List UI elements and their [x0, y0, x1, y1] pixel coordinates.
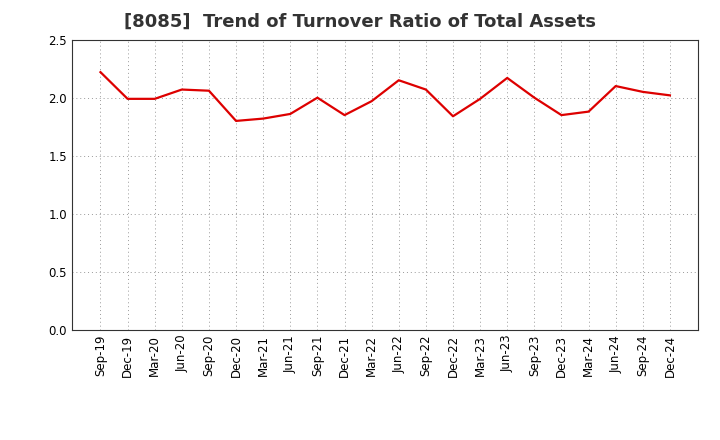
Text: [8085]  Trend of Turnover Ratio of Total Assets: [8085] Trend of Turnover Ratio of Total … — [124, 13, 596, 31]
